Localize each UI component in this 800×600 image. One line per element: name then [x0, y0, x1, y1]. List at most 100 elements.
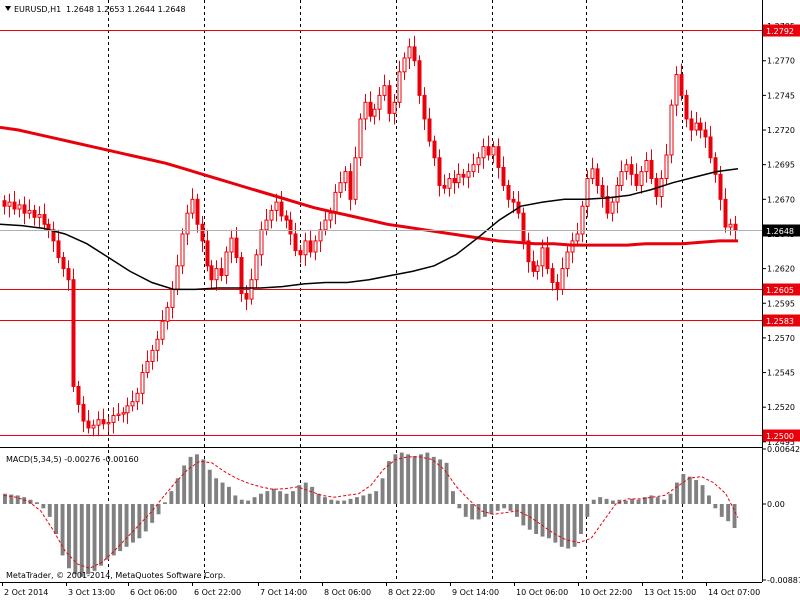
triangle-down-icon[interactable]	[5, 6, 11, 11]
candle	[214, 260, 219, 291]
candle-body-up	[565, 251, 570, 270]
time-ticks: 2 Oct 2014 3 Oct 13:00 6 Oct 06:00 6 Oct 22…	[2, 582, 760, 597]
candle	[37, 206, 42, 229]
candle-body-up	[155, 338, 160, 351]
horizontal-levels	[0, 30, 762, 436]
macd-histogram	[3, 452, 737, 577]
macd-bar	[444, 462, 449, 505]
macd-bar	[143, 504, 148, 532]
candle-body-up	[165, 306, 170, 322]
macd-header: MACD(5,34,5) -0.00276 -0.00160	[6, 455, 139, 464]
candle-body-down	[368, 101, 373, 117]
macd-bar	[246, 500, 251, 505]
candle-body-down	[496, 146, 501, 168]
candle-body-up	[313, 240, 318, 253]
candle-body-up	[377, 94, 382, 110]
candle-body-down	[437, 157, 442, 186]
candle	[407, 38, 412, 70]
macd-tick-label: 0.00	[767, 500, 785, 509]
candle	[437, 149, 442, 197]
candle-body-up	[481, 146, 486, 159]
macd-bar	[316, 493, 321, 505]
macd-bar	[99, 504, 103, 566]
candle-body-down	[461, 173, 466, 178]
macd-bar	[22, 497, 27, 505]
candle-body-down	[387, 85, 392, 114]
macd-bar	[182, 465, 187, 505]
candle-body-down	[600, 184, 605, 198]
macd-bar	[163, 502, 167, 505]
candle	[259, 221, 264, 266]
candle-body-up	[610, 201, 615, 214]
candle-body-up	[372, 108, 377, 117]
candle	[71, 268, 76, 392]
candle	[402, 52, 407, 81]
candle-body-up	[540, 247, 545, 267]
macd-bar	[476, 504, 481, 520]
candle	[51, 221, 56, 252]
time-tick-label: 6 Oct 22:00	[194, 588, 241, 597]
macd-bar	[111, 504, 116, 556]
level-badge	[763, 283, 800, 296]
candle	[2, 195, 7, 215]
candle-body-up	[328, 212, 333, 221]
candle-body-up	[214, 268, 219, 281]
candle-body-up	[402, 57, 407, 73]
candle	[121, 407, 126, 423]
macd-bar	[412, 456, 417, 505]
candle-body-down	[288, 219, 293, 235]
candle	[76, 380, 81, 413]
candle	[723, 188, 728, 233]
candle	[565, 246, 570, 277]
macd-bar	[431, 456, 436, 505]
candle	[185, 204, 190, 246]
candle-body-down	[42, 214, 47, 225]
macd-bar	[220, 482, 225, 505]
candle-body-down	[200, 223, 205, 242]
macd-bar	[617, 499, 622, 505]
chart-header: EURUSD,H1 1.2648 1.2653 1.2644 1.2648	[5, 5, 186, 14]
candle	[32, 204, 37, 226]
candle	[501, 156, 506, 192]
candle	[708, 125, 713, 164]
candle-body-up	[456, 173, 461, 184]
macd-bar	[329, 499, 334, 505]
candle	[397, 60, 402, 108]
time-tick-label: 2 Oct 2014	[4, 588, 48, 597]
candle-body-up	[338, 182, 343, 193]
macd-bar	[508, 504, 513, 511]
candle-body-up	[659, 178, 664, 198]
candle	[718, 166, 723, 211]
macd-bar	[387, 461, 391, 505]
macd-bar	[297, 485, 302, 505]
candle-body-up	[185, 212, 190, 235]
candle-body-up	[170, 288, 175, 308]
candle	[195, 193, 200, 233]
macd-bar	[15, 495, 20, 505]
candle	[22, 196, 27, 225]
candle-body-up	[615, 184, 620, 203]
price-axis[interactable]: 1.27951.27701.27451.27201.26951.26701.26…	[762, 0, 800, 585]
candle-body-up	[27, 209, 32, 214]
candle-body-up	[106, 421, 111, 425]
candle	[382, 74, 387, 101]
candle-body-down	[51, 229, 56, 242]
candle	[12, 191, 17, 215]
macd-bar	[662, 499, 667, 505]
candle-body-down	[550, 268, 555, 283]
macd-bar	[598, 497, 603, 505]
time-tick-label: 8 Oct 22:00	[388, 588, 435, 597]
macd-bar	[323, 497, 327, 505]
macd-bar	[131, 504, 135, 543]
macd-bar	[438, 459, 443, 505]
macd-bar	[649, 495, 654, 505]
macd-bar	[559, 504, 564, 547]
candle-body-up	[140, 372, 145, 394]
candle	[254, 249, 259, 289]
candle	[605, 185, 610, 219]
candle	[224, 246, 229, 284]
price-tick-label: 1.2770	[767, 57, 795, 66]
time-axis[interactable]: 2 Oct 2014 3 Oct 13:00 6 Oct 06:00 6 Oct 22…	[0, 582, 762, 597]
candle	[130, 390, 135, 412]
